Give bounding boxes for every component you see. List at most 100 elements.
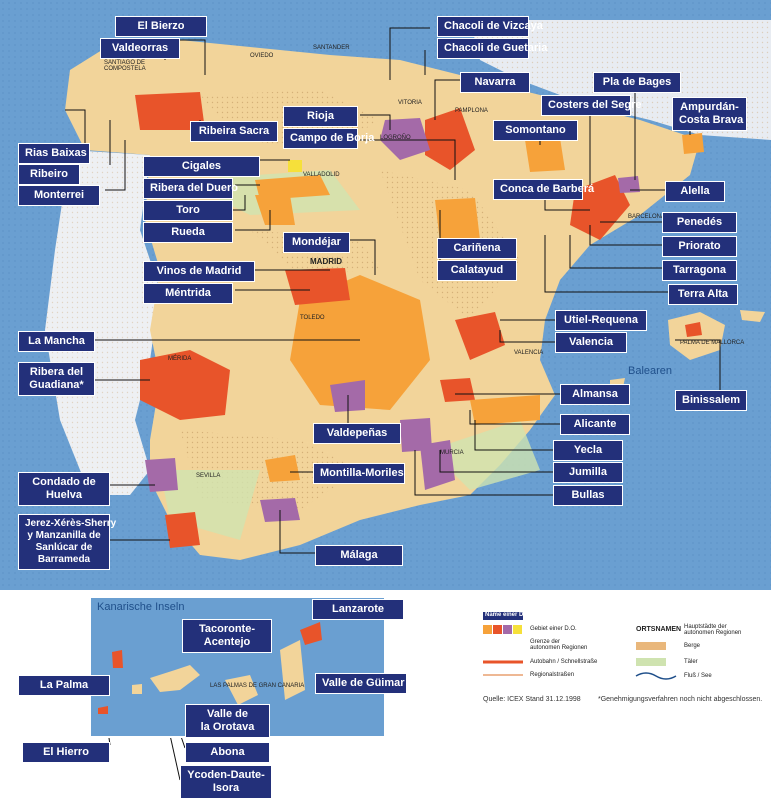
region-label-valdeorras[interactable]: Valdeorras bbox=[100, 38, 180, 59]
region-label-tarragona[interactable]: Tarragona bbox=[662, 260, 737, 281]
region-label-el-bierzo[interactable]: El Bierzo bbox=[115, 16, 207, 37]
do-area-alicante bbox=[470, 395, 540, 425]
legend-do-area-swatch-4 bbox=[513, 625, 522, 634]
leader-lines bbox=[65, 27, 721, 781]
legend-border: Grenze der autonomen Regionen bbox=[530, 639, 588, 651]
canary-tenerife bbox=[150, 665, 200, 692]
region-label-mentrida[interactable]: Méntrida bbox=[143, 283, 233, 304]
region-label-conca-de-barbera[interactable]: Conca de Barberá bbox=[493, 179, 594, 200]
canary-gomera bbox=[132, 684, 142, 694]
sea-label-balearen: Balearen bbox=[628, 365, 673, 377]
region-label-ycoden[interactable]: Ycoden-Daute- Isora bbox=[180, 765, 272, 799]
legend-do-name: Name einer D.O. bbox=[485, 612, 532, 618]
city-valencia: VALENCIA bbox=[514, 350, 544, 356]
region-label-mondejar[interactable]: Mondéjar bbox=[283, 232, 350, 253]
city-valladolid: VALLADOLID bbox=[303, 172, 340, 178]
do-area-valdeorras bbox=[135, 92, 205, 130]
do-area-la-mancha bbox=[290, 275, 430, 410]
region-label-penedes[interactable]: Penedés bbox=[662, 212, 737, 233]
region-label-bullas[interactable]: Bullas bbox=[553, 485, 623, 506]
region-label-costers-del-segre[interactable]: Costers del Segre bbox=[541, 95, 642, 116]
legend-highway: Autobahn / Schnellstraße bbox=[530, 659, 598, 665]
menorca-island bbox=[740, 310, 765, 322]
region-label-rueda[interactable]: Rueda bbox=[143, 222, 233, 243]
legend-valleys: Täler bbox=[684, 659, 698, 665]
region-label-pla-de-bages[interactable]: Pla de Bages bbox=[593, 72, 681, 93]
do-area-montilla bbox=[265, 455, 300, 482]
legend-do-name-swatch bbox=[483, 612, 523, 620]
region-label-la-mancha[interactable]: La Mancha bbox=[18, 331, 95, 352]
city-oviedo: OVIEDO bbox=[250, 53, 274, 59]
region-label-ampurdan[interactable]: Ampurdán- Costa Brava bbox=[672, 97, 747, 131]
region-label-ribera-del-guadiana[interactable]: Ribera del Guadiana* bbox=[18, 362, 95, 396]
region-label-valle-de-guimar[interactable]: Valle de Güimar bbox=[315, 673, 407, 694]
region-label-rias-baixas[interactable]: Rias Baixas bbox=[18, 143, 90, 164]
region-label-valdepenas[interactable]: Valdepeñas bbox=[313, 423, 401, 444]
do-area-cigales bbox=[288, 160, 302, 172]
region-label-valle-de-la-orotava[interactable]: Valle de la Orotava bbox=[185, 704, 270, 738]
region-label-valencia[interactable]: Valencia bbox=[555, 332, 627, 353]
city-vitoria: VITORIA bbox=[398, 100, 422, 106]
source-note: Quelle: ICEX Stand 31.12.1998 bbox=[483, 696, 581, 703]
region-label-ribera-del-duero[interactable]: Ribera del Duero bbox=[143, 178, 238, 199]
region-label-binissalem[interactable]: Binissalem bbox=[675, 390, 747, 411]
region-label-almansa[interactable]: Almansa bbox=[560, 384, 630, 405]
region-label-vinos-de-madrid[interactable]: Vinos de Madrid bbox=[143, 261, 255, 282]
do-area-bullas bbox=[400, 418, 432, 452]
city-santiago: SANTIAGO DE COMPOSTELA bbox=[104, 60, 146, 72]
region-label-chacoli-vizcaya[interactable]: Chacoli de Vizcaya bbox=[437, 16, 543, 37]
region-label-lanzarote[interactable]: Lanzarote bbox=[312, 599, 404, 620]
footnote: *Genehmigungsverfahren noch nicht abgesc… bbox=[598, 696, 763, 703]
region-label-ribeira-sacra[interactable]: Ribeira Sacra bbox=[190, 121, 278, 142]
do-area-jerez bbox=[165, 512, 200, 548]
region-label-navarra[interactable]: Navarra bbox=[460, 72, 530, 93]
canary-inset-title: Kanarische Inseln bbox=[97, 601, 185, 613]
region-label-jerez[interactable]: Jerez-Xérès-Sherry y Manzanilla de Sanlú… bbox=[18, 514, 116, 570]
region-label-abona[interactable]: Abona bbox=[185, 742, 270, 763]
region-label-cigales[interactable]: Cigales bbox=[143, 156, 260, 177]
region-label-toro[interactable]: Toro bbox=[143, 200, 233, 221]
city-toledo: TOLEDO bbox=[300, 315, 325, 321]
canary-fuerteventura bbox=[280, 640, 305, 700]
region-label-condado-de-huelva[interactable]: Condado de Huelva bbox=[18, 472, 110, 506]
region-label-terra-alta[interactable]: Terra Alta bbox=[668, 284, 738, 305]
legend-mountains: Berge bbox=[684, 643, 701, 649]
region-label-alicante[interactable]: Alicante bbox=[560, 414, 630, 435]
canary-lanzarote bbox=[300, 622, 322, 645]
region-label-rioja[interactable]: Rioja bbox=[283, 106, 358, 127]
do-area-condado bbox=[145, 458, 178, 492]
region-label-yecla[interactable]: Yecla bbox=[553, 440, 623, 461]
legend-regional: Regionalstraßen bbox=[530, 672, 575, 678]
do-area-binissalem bbox=[685, 322, 702, 337]
city-merida: MÉRIDA bbox=[168, 356, 192, 362]
region-label-malaga[interactable]: Málaga bbox=[315, 545, 403, 566]
do-area-ribera-duero bbox=[255, 175, 330, 200]
region-label-alella[interactable]: Alella bbox=[665, 181, 725, 202]
city-palma: PALMA DE MALLORCA bbox=[680, 340, 745, 346]
do-area-navarra bbox=[425, 108, 475, 170]
region-label-ribeiro[interactable]: Ribeiro bbox=[18, 164, 80, 185]
region-label-montilla-moriles[interactable]: Montilla-Moriles bbox=[313, 463, 405, 484]
do-area-ampurdan bbox=[682, 133, 704, 154]
region-label-la-palma[interactable]: La Palma bbox=[18, 675, 110, 696]
region-label-campo-de-borja[interactable]: Campo de Borja bbox=[283, 128, 374, 149]
do-area-rueda bbox=[255, 195, 295, 225]
legend-do-area-swatch-2 bbox=[493, 625, 502, 634]
region-label-el-hierro[interactable]: El Hierro bbox=[22, 742, 110, 763]
region-label-chacoli-guetaria[interactable]: Chacoli de Guetaria bbox=[437, 38, 547, 59]
region-label-calatayud[interactable]: Calatayud bbox=[437, 260, 517, 281]
legend-mountain-swatch bbox=[636, 642, 666, 650]
legend-do-area-swatch-3 bbox=[503, 625, 512, 634]
region-label-monterrei[interactable]: Monterrei bbox=[18, 185, 100, 206]
region-label-tacoronte[interactable]: Tacoronte- Acentejo bbox=[182, 619, 272, 653]
region-label-somontano[interactable]: Somontano bbox=[493, 120, 578, 141]
region-label-carinena[interactable]: Cariñena bbox=[437, 238, 517, 259]
do-area-madrid bbox=[285, 268, 350, 305]
legend-do-area: Gebiet einer D.O. bbox=[530, 626, 577, 632]
region-label-priorato[interactable]: Priorato bbox=[662, 236, 737, 257]
region-label-jumilla[interactable]: Jumilla bbox=[553, 462, 623, 483]
do-area-jumilla bbox=[420, 440, 455, 490]
do-area-somontano bbox=[525, 138, 565, 172]
do-area-catalunya bbox=[570, 175, 630, 240]
region-label-utiel-requena[interactable]: Utiel-Requena bbox=[555, 310, 647, 331]
